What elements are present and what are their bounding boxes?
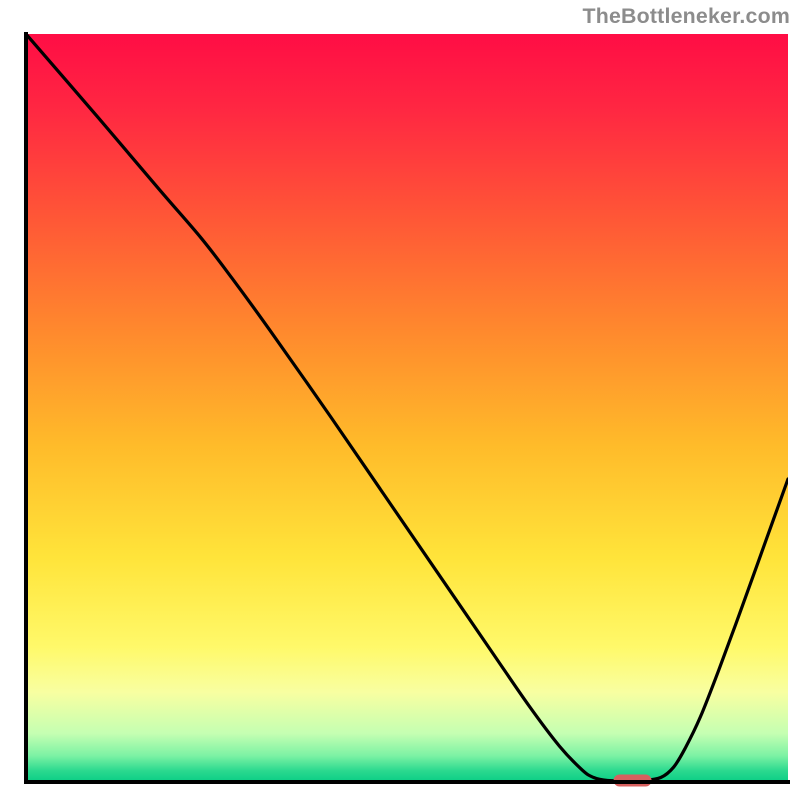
gradient-background [26,34,788,782]
watermark-text: TheBottleneker.com [583,4,790,29]
bottleneck-chart [0,0,800,800]
